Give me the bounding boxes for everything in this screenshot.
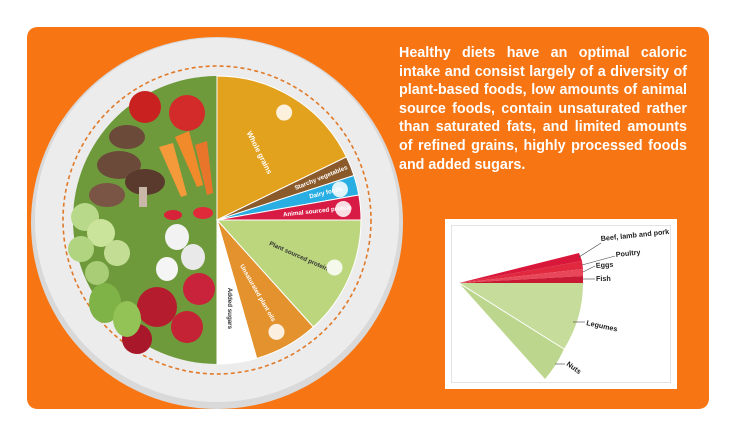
legumes-wedge	[459, 283, 583, 349]
plate-segment-added-sugars	[216, 219, 258, 365]
garlic-icon	[156, 224, 205, 281]
cheese-icon	[331, 181, 348, 198]
grain-icon	[276, 104, 293, 121]
protein-fan-chart: Beef, lamb and pork Poultry Eggs Fish Le…	[458, 227, 670, 379]
broccoli-icon	[68, 203, 130, 285]
infographic-card: Whole grains Starchy vegetables Dairy food…	[27, 27, 709, 409]
bean-icon	[326, 259, 343, 276]
pears-icon	[89, 283, 141, 337]
protein-chart-frame	[451, 225, 671, 383]
oil-drop-icon	[268, 323, 285, 340]
peppers-icon	[164, 207, 213, 220]
carrots-icon	[159, 131, 213, 197]
mushrooms-icon	[89, 125, 165, 207]
beef-wedge	[459, 253, 582, 283]
tomato-icon	[129, 91, 205, 131]
cow-icon	[335, 200, 352, 217]
legumes-label: Legumes	[586, 318, 619, 333]
plate-dashed-ring	[62, 65, 372, 375]
protein-chart-panel: Beef, lamb and pork Poultry Eggs Fish Le…	[445, 219, 677, 389]
plate-segment-whole-grains	[216, 75, 348, 221]
poultry-wedge	[459, 261, 583, 283]
nuts-wedge	[459, 283, 564, 379]
beets-icon	[122, 273, 215, 354]
eggs-label: Eggs	[596, 260, 614, 270]
beef-label: Beef, lamb and pork	[600, 227, 669, 243]
nuts-label: Nuts	[565, 359, 583, 376]
plate-label-added-sugars: Added sugars	[226, 288, 233, 330]
fish-wedge	[459, 276, 583, 283]
plate-segment-plant-protein	[215, 219, 362, 328]
plate-pie-chart	[215, 75, 362, 365]
poultry-label: Poultry	[615, 247, 641, 259]
vegetables-half	[68, 76, 217, 364]
fish-label: Fish	[596, 274, 611, 283]
description-text: Healthy diets have an optimal caloric in…	[399, 45, 687, 173]
eggs-wedge	[459, 269, 583, 283]
sugar-icon	[222, 338, 239, 355]
